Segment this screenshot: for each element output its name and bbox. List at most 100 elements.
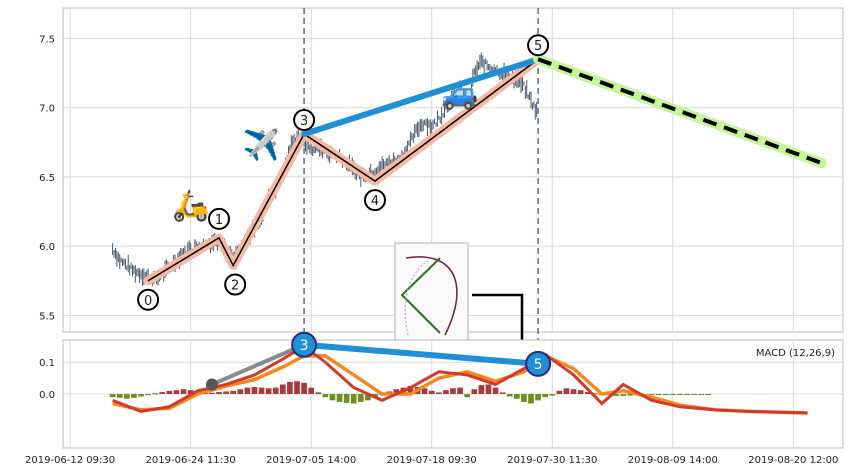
wave-label-text: 5 bbox=[534, 39, 542, 54]
macd-histogram-bar bbox=[669, 394, 676, 395]
inset-curve-b bbox=[400, 257, 441, 334]
price-ytick-label: 7.5 bbox=[39, 34, 55, 45]
wave-label-circle bbox=[208, 207, 230, 230]
macd-grey-dot bbox=[205, 378, 218, 391]
macd-signal-line bbox=[112, 353, 808, 415]
macd-histogram-bar bbox=[393, 389, 400, 394]
zigzag-wave-line bbox=[147, 58, 539, 282]
macd-histogram-bar bbox=[159, 392, 166, 394]
macd-histogram-bar bbox=[421, 388, 428, 394]
macd-histogram-bar bbox=[145, 394, 151, 396]
macd-histogram-bar bbox=[407, 386, 414, 394]
macd-histogram-bar bbox=[272, 387, 279, 394]
macd-histogram-bar bbox=[627, 394, 634, 396]
macd-histogram-bar bbox=[301, 382, 307, 394]
macd-histogram-bar bbox=[613, 394, 619, 396]
macd-histogram-bar bbox=[499, 392, 506, 394]
macd-histogram-bar bbox=[138, 394, 144, 397]
wave-label-3: 3 bbox=[293, 109, 316, 131]
macd-histogram-bar bbox=[223, 391, 229, 394]
price-ytick-label: 7.0 bbox=[39, 104, 55, 115]
macd-histogram-bar bbox=[556, 390, 563, 394]
macd-histogram-bar bbox=[655, 394, 662, 395]
macd-histogram-bar bbox=[251, 387, 258, 394]
inset-thumbnail bbox=[394, 242, 524, 370]
macd-histogram-bar bbox=[677, 394, 683, 395]
macd-histogram-bar bbox=[216, 392, 222, 394]
price-ytick-label: 6.5 bbox=[39, 173, 55, 184]
macd-histogram-bar bbox=[279, 384, 286, 394]
macd-histogram-bar bbox=[315, 392, 322, 394]
macd-histogram-bar bbox=[535, 394, 541, 401]
emoji-icon: ✈️ bbox=[243, 126, 280, 163]
wave-label-text: 4 bbox=[371, 194, 379, 209]
macd-histogram-bar bbox=[357, 394, 364, 402]
macd-histogram-bar bbox=[187, 390, 194, 394]
macd-marker-circle bbox=[525, 350, 552, 377]
wave-label-circle bbox=[293, 109, 316, 131]
macd-grey-line bbox=[209, 342, 307, 387]
macd-histogram-bar bbox=[428, 390, 435, 394]
macd-histogram-bar bbox=[584, 392, 591, 394]
macd-histogram-bar bbox=[343, 394, 350, 403]
macd-histogram-bar bbox=[591, 393, 598, 395]
wave-label-5: 5 bbox=[527, 34, 550, 57]
macd-histogram-bar bbox=[705, 394, 712, 395]
macd-ytick-label: 0.1 bbox=[39, 358, 55, 369]
macd-histogram-bar bbox=[152, 393, 159, 395]
macd-histogram-bar bbox=[528, 394, 534, 404]
macd-ytick-label: 0.0 bbox=[39, 390, 55, 401]
macd-histogram-bar bbox=[308, 387, 315, 394]
macd-histogram-bar bbox=[542, 394, 549, 398]
macd-histogram-bar bbox=[698, 394, 705, 395]
macd-histogram-bar bbox=[577, 390, 584, 394]
macd-marker-5: 5 bbox=[525, 350, 552, 377]
macd-marker-3: 3 bbox=[291, 331, 318, 358]
macd-histogram-bar bbox=[464, 394, 471, 398]
emoji-icon: 🚙 bbox=[441, 77, 478, 112]
inset-curve-a bbox=[405, 256, 458, 336]
macd-histogram-bar bbox=[123, 394, 130, 399]
x-tick-label: 2019-07-30 11:30 bbox=[507, 455, 597, 466]
x-tick-label: 2019-07-18 09:30 bbox=[387, 455, 477, 466]
wave-label-text: 1 bbox=[215, 213, 223, 228]
macd-histogram-bar bbox=[237, 389, 244, 394]
macd-histogram-bar bbox=[620, 394, 627, 396]
wave-label-4: 4 bbox=[364, 189, 386, 212]
wave-label-1: 1 bbox=[208, 207, 230, 230]
macd-histogram-bar bbox=[563, 388, 570, 394]
macd-legend: MACD (12,26,9) bbox=[756, 348, 835, 359]
macd-marker-text: 5 bbox=[534, 357, 543, 373]
macd-histogram-bar bbox=[258, 387, 265, 394]
macd-histogram-bar bbox=[131, 394, 137, 398]
emoji-icon: 🛵 bbox=[172, 189, 209, 224]
price-ytick-label: 6.0 bbox=[39, 242, 55, 253]
wave-label-circle bbox=[364, 189, 386, 212]
macd-histogram-bar bbox=[443, 390, 449, 394]
macd-histogram-bar bbox=[471, 389, 478, 394]
x-tick-label: 2019-06-24 11:30 bbox=[146, 455, 236, 466]
macd-panel: 0.0 0.1 3 5 bbox=[39, 331, 844, 449]
wave-label-circle bbox=[527, 34, 550, 57]
wave-label-0: 0 bbox=[137, 288, 160, 311]
wave-label-circle bbox=[137, 288, 160, 311]
inset-curve-c bbox=[404, 259, 431, 336]
macd-histogram-bar bbox=[322, 394, 329, 398]
macd-histogram-bar bbox=[109, 394, 116, 398]
macd-histogram-bar bbox=[485, 384, 492, 394]
wave-label-text: 2 bbox=[231, 279, 239, 294]
macd-histogram-bar bbox=[336, 394, 343, 402]
x-tick-label: 2019-08-09 14:00 bbox=[628, 455, 718, 466]
macd-histogram-bar bbox=[350, 394, 357, 404]
macd-histogram-bar bbox=[209, 392, 215, 394]
macd-histogram-bar bbox=[450, 388, 456, 394]
macd-histogram-bar bbox=[287, 381, 293, 394]
x-tick-label: 2019-08-20 12:00 bbox=[748, 455, 838, 466]
macd-histogram-bar bbox=[521, 394, 527, 402]
macd-histogram-bar bbox=[166, 390, 173, 394]
macd-histogram-bar bbox=[691, 394, 697, 395]
price-panel: 5.5 6.0 6.5 7.0 7.5 0 1 2 3 4 5 🛵 ✈️ 🚙 bbox=[39, 7, 844, 448]
macd-histogram-bar bbox=[294, 381, 300, 394]
wave-label-circle bbox=[224, 273, 247, 296]
